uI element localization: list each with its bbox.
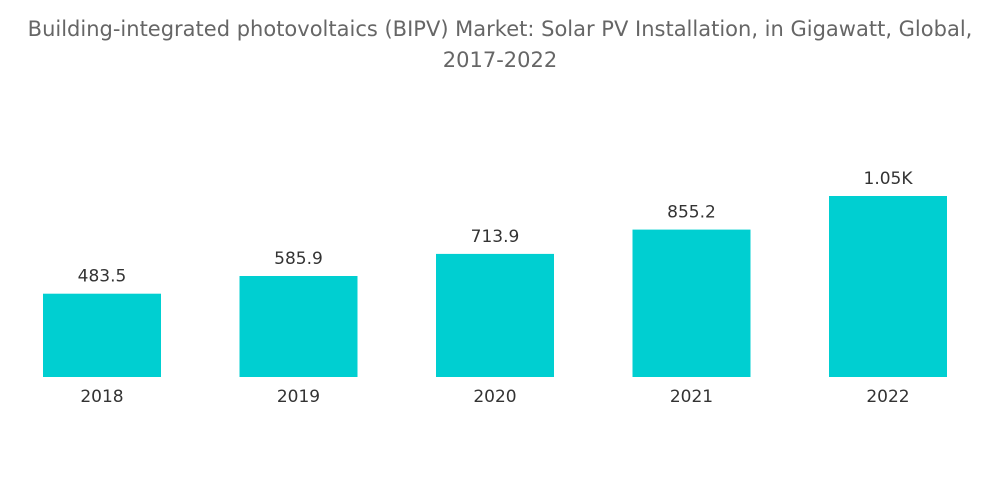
bar-2020 (436, 253, 554, 377)
value-label-2020: 713.9 (471, 227, 520, 247)
x-tick-label-2019: 2019 (277, 387, 320, 407)
bars-group (43, 196, 947, 377)
value-labels-group: 483.5 585.9 713.9 855.2 1.05K (78, 169, 914, 287)
bar-2021 (632, 229, 751, 377)
x-tick-label-2020: 2020 (473, 387, 516, 407)
chart-title-line-2: 2017-2022 (442, 48, 558, 72)
chart-title: Building-integrated photovoltaics (BIPV)… (0, 14, 1000, 76)
value-label-2018: 483.5 (78, 267, 127, 287)
value-label-2022: 1.05K (864, 169, 914, 189)
x-tick-label-2018: 2018 (80, 387, 123, 407)
x-axis-tick-labels: 2018 2019 2020 2021 2022 (80, 387, 909, 407)
x-tick-label-2021: 2021 (670, 387, 713, 407)
bar-2018 (43, 293, 161, 377)
chart-title-line-1: Building-integrated photovoltaics (BIPV)… (27, 17, 973, 41)
value-label-2021: 855.2 (667, 203, 716, 223)
x-tick-label-2022: 2022 (866, 387, 909, 407)
value-label-2019: 585.9 (274, 249, 323, 269)
bar-2022 (829, 196, 947, 377)
bar-2019 (239, 276, 358, 377)
